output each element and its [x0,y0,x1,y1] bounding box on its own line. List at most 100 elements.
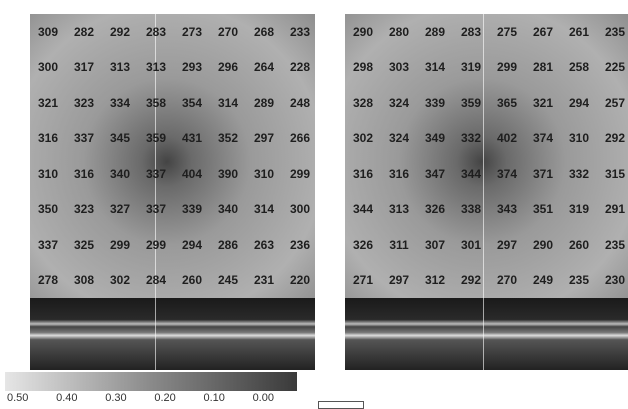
thickness-value: 290 [525,227,561,263]
thickness-value: 270 [210,14,246,50]
thickness-value: 289 [246,85,282,121]
thickness-value: 261 [561,14,597,50]
thickness-value: 324 [381,121,417,157]
thickness-value: 302 [345,121,381,157]
page: 3092822922832732702682333003173133132932… [0,0,628,409]
thickness-value: 257 [597,85,628,121]
thickness-value: 339 [174,192,210,228]
thickness-value: 321 [525,85,561,121]
color-bar-label: 0.20 [154,392,175,404]
thickness-value: 359 [138,121,174,157]
thickness-value: 311 [381,227,417,263]
thickness-value: 337 [30,227,66,263]
thickness-value: 280 [381,14,417,50]
thickness-value: 390 [210,156,246,192]
thickness-value: 294 [561,85,597,121]
color-bar [5,372,297,391]
thickness-value: 303 [381,50,417,86]
thickness-value: 291 [597,192,628,228]
thickness-value: 282 [66,14,102,50]
thickness-value: 316 [30,121,66,157]
thickness-value: 307 [417,227,453,263]
thickness-value: 374 [525,121,561,157]
thickness-value: 347 [417,156,453,192]
color-bar-label: 0.10 [203,392,224,404]
thickness-value: 301 [453,227,489,263]
thickness-value: 345 [102,121,138,157]
thickness-value: 294 [174,227,210,263]
thickness-value: 299 [489,50,525,86]
thickness-value: 281 [525,50,561,86]
thickness-value: 300 [30,50,66,86]
thickness-value: 326 [417,192,453,228]
thickness-value: 292 [597,121,628,157]
thickness-value: 374 [489,156,525,192]
thickness-value: 290 [345,14,381,50]
thickness-value: 352 [210,121,246,157]
thickness-value: 316 [66,156,102,192]
thickness-value: 228 [282,50,315,86]
thickness-value: 292 [453,263,489,299]
thickness-value: 236 [282,227,315,263]
thickness-value: 278 [30,263,66,299]
thickness-value: 302 [102,263,138,299]
color-bar-label: 0.00 [253,392,274,404]
thickness-value: 319 [561,192,597,228]
thickness-value: 309 [30,14,66,50]
thickness-value: 325 [66,227,102,263]
thickness-value: 404 [174,156,210,192]
thickness-value: 332 [453,121,489,157]
thickness-value: 332 [561,156,597,192]
thickness-value: 313 [138,50,174,86]
thickness-value: 313 [102,50,138,86]
thickness-value: 300 [282,192,315,228]
thickness-value: 316 [381,156,417,192]
thickness-value: 225 [597,50,628,86]
thickness-value: 235 [597,227,628,263]
thickness-value: 339 [417,85,453,121]
thickness-value: 289 [417,14,453,50]
thickness-value: 308 [66,263,102,299]
thickness-value: 321 [30,85,66,121]
thickness-value: 326 [345,227,381,263]
thickness-value: 338 [453,192,489,228]
thickness-value: 220 [282,263,315,299]
thickness-value: 284 [138,263,174,299]
thickness-value: 314 [246,192,282,228]
thickness-value: 297 [381,263,417,299]
thickness-value: 337 [66,121,102,157]
thickness-value: 296 [210,50,246,86]
thickness-value: 365 [489,85,525,121]
thickness-value: 297 [246,121,282,157]
thickness-value: 359 [453,85,489,121]
thickness-value: 312 [417,263,453,299]
thickness-value: 315 [597,156,628,192]
thickness-value: 323 [66,85,102,121]
thickness-value: 271 [345,263,381,299]
thickness-value: 264 [246,50,282,86]
thickness-value: 314 [210,85,246,121]
thickness-value: 293 [174,50,210,86]
color-bar-label: 0.30 [105,392,126,404]
thickness-value: 231 [246,263,282,299]
thickness-value: 350 [30,192,66,228]
thickness-value: 337 [138,156,174,192]
thickness-value: 349 [417,121,453,157]
thickness-value: 263 [246,227,282,263]
thickness-value: 283 [138,14,174,50]
thickness-value: 431 [174,121,210,157]
thickness-value: 310 [246,156,282,192]
thickness-value: 230 [597,263,628,299]
thickness-value: 233 [282,14,315,50]
thickness-value: 354 [174,85,210,121]
thickness-value: 344 [345,192,381,228]
thickness-value: 286 [210,227,246,263]
thickness-value: 245 [210,263,246,299]
scale-box [318,401,364,409]
thickness-value: 402 [489,121,525,157]
thickness-value: 371 [525,156,561,192]
thickness-value: 275 [489,14,525,50]
thickness-value: 248 [282,85,315,121]
thickness-value: 266 [282,121,315,157]
